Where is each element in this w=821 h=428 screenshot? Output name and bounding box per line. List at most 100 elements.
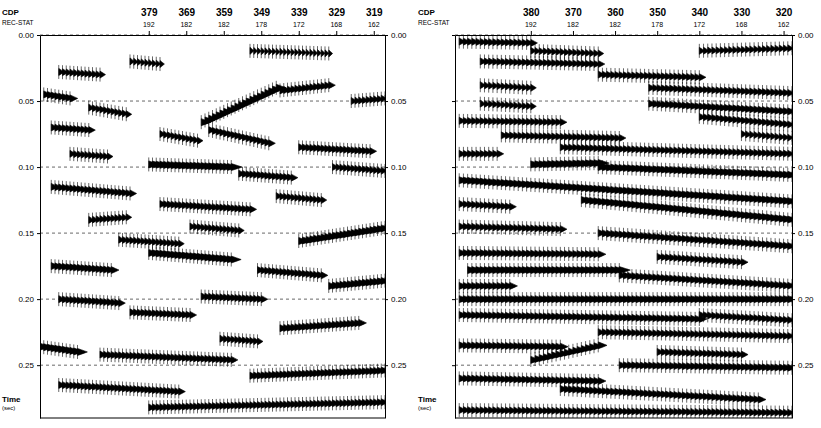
y-tick-mark <box>37 35 40 36</box>
y-tick: 0.05 <box>792 97 814 106</box>
x-tick: 349 <box>253 7 270 35</box>
x-tick-label: 330 <box>734 7 751 18</box>
wiggle-event <box>44 87 78 105</box>
wiggle-event <box>459 292 792 306</box>
x-tick: 330 <box>734 7 751 35</box>
y-tick <box>452 101 455 102</box>
wiggle-event <box>619 268 792 293</box>
wiggle-event <box>149 246 241 267</box>
x-tick-label: 369 <box>178 7 195 18</box>
wiggle-event <box>40 340 87 359</box>
y-tick-mark <box>792 299 795 300</box>
wiggle-event <box>581 193 792 227</box>
rec-stat-title: REC-STAT <box>2 19 34 26</box>
y-tick: 0.15 <box>18 229 40 238</box>
y-tick-mark <box>385 167 388 168</box>
y-tick-mark <box>37 101 40 102</box>
grid-line <box>40 101 385 102</box>
y-tick-label: 0.00 <box>391 31 407 40</box>
y-tick <box>452 35 455 36</box>
x-tick-mark <box>374 31 375 35</box>
y-tick-mark <box>385 299 388 300</box>
x-axis-line <box>456 35 793 36</box>
x-axis-title: CDP <box>418 8 436 17</box>
y-tick <box>452 167 455 168</box>
wiggle-event <box>459 403 792 418</box>
x-tick-label: 319 <box>366 7 383 18</box>
y-tick-label: 0.00 <box>18 31 34 40</box>
y-tick-mark <box>792 35 795 36</box>
wiggle-event <box>459 246 606 261</box>
x-tick: 360 <box>607 7 624 35</box>
wiggle-event <box>51 180 136 201</box>
x-tick-label: 350 <box>649 7 666 18</box>
wiggle-event <box>258 263 328 282</box>
wiggle-event <box>250 44 333 61</box>
x-axis-line <box>41 35 386 36</box>
x-tick-label: 360 <box>607 7 624 18</box>
rec-stat-label: 192 <box>143 21 155 28</box>
wiggle-event <box>201 81 286 129</box>
y-tick: 0.20 <box>792 295 814 304</box>
wiggle-event <box>459 35 537 50</box>
x-tick-label: 379 <box>141 7 158 18</box>
wiggle-event <box>657 345 748 362</box>
y-tick-mark <box>385 233 388 234</box>
y-tick: 0.20 <box>18 295 40 304</box>
wiggle-event <box>100 348 238 367</box>
y-tick: 0.00 <box>18 31 40 40</box>
y-tick-label: 0.20 <box>391 295 407 304</box>
y-tick-label: 0.25 <box>391 361 407 370</box>
wiggle-event <box>468 263 631 277</box>
frame-bottom <box>455 418 792 419</box>
x-tick: 329 <box>328 7 345 35</box>
y-tick-mark <box>452 101 455 102</box>
y-tick-mark <box>385 35 388 36</box>
y-tick-label: 0.05 <box>798 97 814 106</box>
y-tick-mark <box>452 365 455 366</box>
y-axis-line <box>385 36 386 419</box>
x-tick-mark <box>336 31 337 35</box>
wiggle-event <box>89 210 132 227</box>
x-tick-mark <box>784 31 785 35</box>
rec-stat-label: 192 <box>525 21 537 28</box>
y-tick-mark <box>385 365 388 366</box>
y-tick-label: 0.20 <box>18 295 34 304</box>
rec-stat-label: 182 <box>567 21 579 28</box>
grid-line <box>40 35 385 36</box>
wiggle-event <box>190 220 244 238</box>
y-tick-label: 0.10 <box>798 163 814 172</box>
wiggle-event <box>70 147 113 164</box>
x-axis: 380370360350340330320 <box>456 7 793 36</box>
y-tick: 0.10 <box>18 163 40 172</box>
x-tick-mark <box>149 31 150 35</box>
wiggle-event <box>657 250 748 269</box>
wiggle-event <box>59 378 186 399</box>
wiggle-event <box>531 156 609 171</box>
y-tick-label: 0.10 <box>18 163 34 172</box>
wiggle-event <box>699 308 792 327</box>
panel: 3803703603503403303201921821821781721681… <box>418 7 814 420</box>
x-tick-label: 359 <box>216 7 233 18</box>
y-tick-mark <box>452 233 455 234</box>
wiggle-event <box>299 221 385 248</box>
frame-bottom <box>40 418 385 419</box>
wiggle-event <box>160 127 203 148</box>
rec-stat-label: 162 <box>778 21 790 28</box>
x-tick-label: 349 <box>253 7 270 18</box>
y-tick: 0.00 <box>385 31 407 40</box>
y-tick-label: 0.00 <box>798 31 814 40</box>
wiggle-event <box>59 292 126 310</box>
y-axis-line <box>455 36 456 419</box>
rec-stat-label: 182 <box>609 21 621 28</box>
y-tick: 0.00 <box>792 31 814 40</box>
wiggle-event <box>459 371 606 388</box>
x-tick-label: 329 <box>328 7 345 18</box>
y-tick-mark <box>37 299 40 300</box>
y-tick: 0.25 <box>792 361 814 370</box>
wiggle-event <box>480 78 536 95</box>
rec-stat-label: 168 <box>330 21 342 28</box>
x-tick: 339 <box>291 7 308 35</box>
wiggle-event <box>598 226 792 253</box>
y-tick-mark <box>792 365 795 366</box>
